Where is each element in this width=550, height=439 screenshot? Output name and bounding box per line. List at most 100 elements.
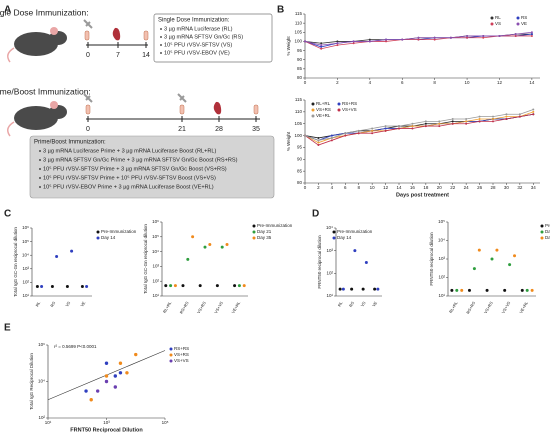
point [460,288,464,292]
legend-label: RL+RL [316,101,331,106]
point [336,44,339,47]
legend-swatch [516,16,520,20]
x-tick-label: 34 [531,185,537,190]
mouse-icon [7,101,67,137]
legend-swatch [311,102,315,106]
point [477,248,481,252]
x-tick-label: RL+RL [448,300,459,314]
point [341,287,345,291]
x-tick-label: 14 [529,80,535,85]
point [352,40,355,43]
point [465,122,468,125]
y-tick-label: 10² [326,271,333,276]
x-tick-label: 0 [304,80,307,85]
legend-label: Day 14 [101,235,116,240]
y-tick-label: 10³ [438,256,445,261]
x-tick-label: 28 [490,185,496,190]
x-tick-label: 10⁵ [162,420,169,425]
point [472,267,476,271]
timeline-label: 0 [86,52,90,59]
point [368,38,371,41]
syringe-icon [83,93,93,103]
point [353,249,357,253]
x-tick-label: 4 [369,80,372,85]
x-tick-label: 6 [344,185,347,190]
y-axis-label: Total IgG GC-Gn reciprocal dilution [13,227,18,297]
point [368,40,371,43]
point [385,40,388,43]
point [478,120,481,123]
x-tick-label: 10³ [103,420,110,425]
point [532,113,535,116]
legend-swatch [490,22,494,26]
x-tick-label: 8 [433,80,436,85]
x-tick-label: VE [79,300,86,307]
x-tick-label: RS [348,300,355,308]
x-tick-label: RS [49,300,56,308]
point [181,284,185,288]
point [330,134,333,137]
point [317,141,320,144]
x-tick-label: 2 [317,185,320,190]
list-item: 10⁵ PFU rVSV-SFTSV (VS) [164,41,232,48]
point [424,120,427,123]
point [173,284,177,288]
panel-label: D [312,209,319,220]
point [505,113,508,116]
legend-swatch [252,230,256,234]
legend-label: RS+RS [174,346,189,351]
point [385,38,388,41]
point [40,284,44,288]
point [317,136,320,139]
x-tick-label: RL+RL [162,300,173,314]
point [465,120,468,123]
y-axis-label: Total IgG Reciprocal Dilution [29,353,34,410]
info-box [153,13,273,63]
y-tick-label: 105 [294,121,302,126]
tube-icon [143,30,149,41]
point [65,284,69,288]
legend-label: Day 14 [337,235,352,240]
y-tick-label: 10³ [22,266,29,271]
point [411,122,414,125]
section-title: Single Dose Immunization: [0,7,89,17]
legend-label: Pre-Immunization [101,229,137,234]
point [482,34,485,37]
point [225,243,229,247]
y-tick-label: 10² [438,275,445,280]
point [84,389,88,393]
x-tick-label: 20 [437,185,443,190]
point [505,115,508,118]
x-tick-label: 12 [497,80,503,85]
x-axis-label: FRNT50 Reciprocal Dilution [70,427,143,433]
x-tick-label: 6 [401,80,404,85]
point [169,284,173,288]
tube-icon [85,104,91,115]
y-tick-label: 85 [297,168,303,173]
point [467,288,471,292]
point [466,36,469,39]
y-tick-label: 85 [297,66,303,71]
point [530,34,533,37]
point [338,287,342,291]
y-tick-label: 115 [295,11,303,16]
y-tick-label: 95 [297,145,303,150]
list-item: 3 µg mRNA Luciferase Prime + 3 µg mRNA L… [43,148,217,154]
point [330,139,333,142]
point [532,108,535,111]
spleen-icon [112,27,121,41]
y-tick-label: 10³ [326,248,333,253]
legend-label: Day 35 [545,235,550,240]
point [376,287,380,291]
point [417,36,420,39]
x-axis-label: Days post treatment [396,192,449,198]
point [411,127,414,130]
point [401,38,404,41]
y-tick-label: 10⁴ [438,238,445,243]
point [317,144,320,147]
panel-label: B [277,5,284,16]
legend-label: Day 21 [545,229,550,234]
x-tick-label: VE+RL [518,300,529,314]
point [492,120,494,123]
